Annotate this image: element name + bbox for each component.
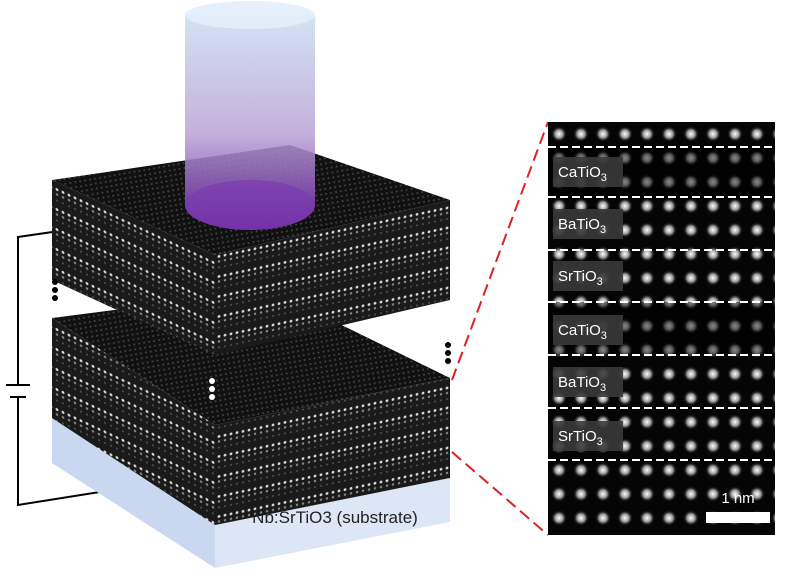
text-part: 3: [601, 330, 607, 342]
ellipsis: [209, 378, 215, 400]
ellipsis: [52, 279, 451, 364]
text-part: CaTiO: [558, 322, 601, 339]
scale-bar-label: 1 nm: [721, 490, 754, 507]
text-part: 3: [597, 436, 603, 448]
layer-label: CaTiO3: [558, 322, 607, 342]
text-part: SrTiO: [558, 428, 597, 445]
layer-label: BaTiO3: [558, 216, 606, 236]
substrate: Nb:SrTiO3 (substrate): [52, 418, 450, 568]
layer-label: SrTiO3: [558, 428, 603, 448]
text-part: 3: [600, 382, 606, 394]
text-part: 3: [600, 224, 606, 236]
text-part: CaTiO: [558, 164, 601, 181]
stem-panel: CaTiO3 BaTiO3 SrTiO3 CaTiO3 BaTiO3 SrTiO…: [548, 122, 775, 535]
zoom-lines: [451, 121, 549, 536]
layer-label: CaTiO3: [558, 164, 607, 184]
text-part: BaTiO: [558, 216, 600, 233]
text-part: SrTiO: [558, 268, 597, 285]
text-part: 3: [601, 172, 607, 184]
substrate-label: Nb:SrTiO3 (substrate): [252, 508, 418, 527]
probe-cylinder: [185, 1, 315, 230]
text-part: 3: [597, 276, 603, 288]
layer-label: BaTiO3: [558, 374, 606, 394]
text-part: BaTiO: [558, 374, 600, 391]
scale-bar: [706, 512, 770, 523]
layer-label: SrTiO3: [558, 268, 603, 288]
